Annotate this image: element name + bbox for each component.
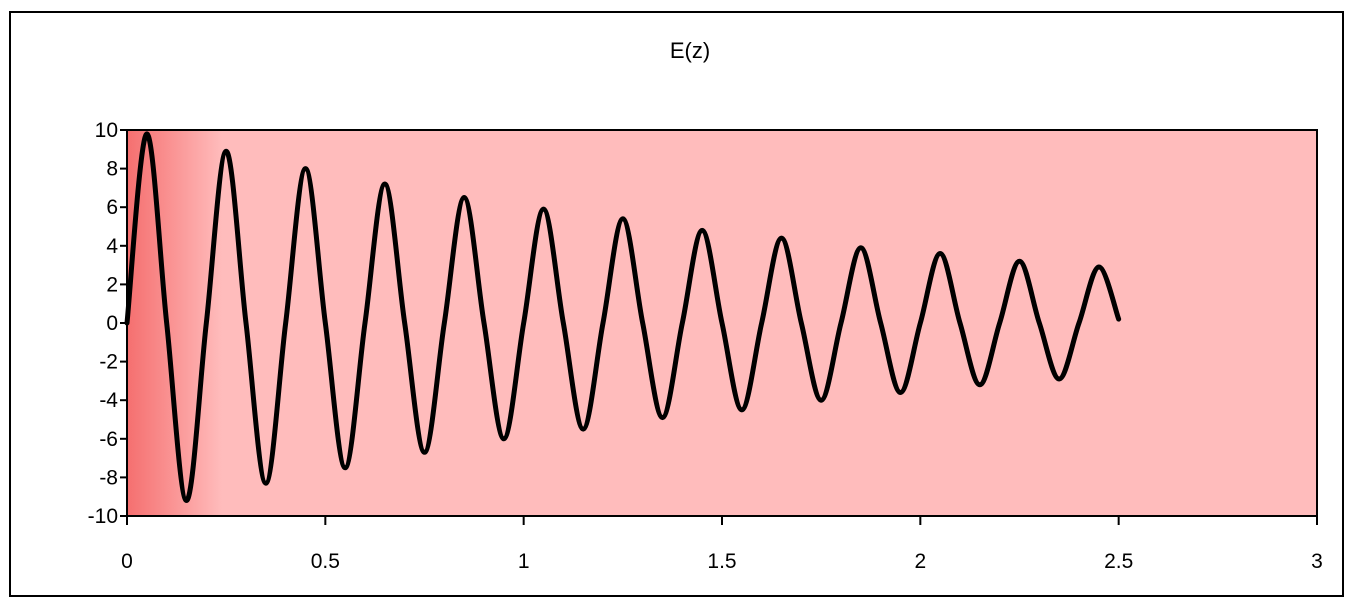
y-tick-label: -10 bbox=[88, 505, 118, 528]
data-point bbox=[601, 321, 605, 325]
data-point bbox=[521, 321, 526, 325]
data-point bbox=[819, 398, 824, 403]
data-point bbox=[224, 149, 229, 154]
y-tick-label: 0 bbox=[106, 312, 118, 335]
data-point bbox=[1096, 265, 1101, 270]
data-point bbox=[680, 321, 685, 325]
y-tick-label: -2 bbox=[99, 351, 118, 374]
y-tick-label: -4 bbox=[99, 389, 118, 412]
data-point bbox=[244, 321, 248, 325]
data-point bbox=[263, 481, 268, 486]
data-point bbox=[660, 415, 665, 420]
x-tick-label: 2 bbox=[914, 550, 926, 573]
data-point bbox=[144, 131, 149, 136]
y-tick-label: 8 bbox=[106, 158, 118, 181]
y-axis: -10 -8 -6 -4 -2 0 2 4 6 8 10 bbox=[88, 119, 127, 528]
data-point bbox=[739, 407, 744, 412]
y-tick-label: -8 bbox=[99, 466, 118, 489]
data-point bbox=[878, 321, 883, 325]
data-point bbox=[164, 321, 169, 325]
y-tick-label: -6 bbox=[99, 428, 118, 451]
y-tick-label: 2 bbox=[106, 273, 118, 296]
data-point bbox=[958, 321, 962, 325]
data-point bbox=[620, 216, 625, 221]
data-point bbox=[323, 321, 328, 325]
y-tick-label: 6 bbox=[106, 196, 118, 219]
data-point bbox=[462, 195, 467, 200]
x-tick-label: 0 bbox=[121, 550, 133, 573]
x-axis: 0 0.5 1 1.5 2 2.5 3 bbox=[121, 516, 1323, 573]
data-point bbox=[898, 390, 903, 395]
data-point bbox=[184, 498, 189, 503]
series-points bbox=[125, 131, 1121, 503]
data-point bbox=[422, 450, 427, 455]
data-point bbox=[799, 321, 804, 325]
chart-title: E(z) bbox=[670, 38, 710, 63]
data-point bbox=[303, 166, 308, 171]
data-point bbox=[1116, 317, 1121, 322]
data-point bbox=[1057, 376, 1062, 381]
x-tick-label: 1 bbox=[518, 550, 530, 573]
data-point bbox=[977, 382, 982, 387]
x-tick-label: 3 bbox=[1311, 550, 1323, 573]
data-point bbox=[125, 321, 129, 325]
data-point bbox=[720, 321, 724, 325]
x-tick-label: 1.5 bbox=[707, 550, 736, 573]
y-tick-label: 10 bbox=[95, 119, 118, 142]
data-point bbox=[343, 465, 348, 470]
data-point bbox=[938, 251, 943, 256]
data-point bbox=[581, 427, 586, 432]
data-point bbox=[1037, 321, 1042, 325]
data-point bbox=[283, 321, 288, 325]
data-point bbox=[482, 321, 486, 325]
data-point bbox=[204, 321, 209, 325]
data-point bbox=[997, 321, 1002, 325]
data-point bbox=[858, 245, 863, 250]
data-point bbox=[839, 321, 843, 325]
data-point bbox=[1017, 259, 1022, 264]
data-point bbox=[363, 321, 367, 325]
data-point bbox=[382, 182, 387, 187]
data-point bbox=[561, 321, 566, 325]
data-point bbox=[402, 321, 407, 325]
x-tick-label: 2.5 bbox=[1104, 550, 1133, 573]
data-point bbox=[501, 436, 506, 441]
x-tick-label: 0.5 bbox=[311, 550, 340, 573]
data-point bbox=[1077, 321, 1081, 325]
data-point bbox=[779, 236, 784, 241]
data-point bbox=[640, 321, 645, 325]
data-point bbox=[700, 228, 705, 233]
data-point bbox=[759, 321, 764, 325]
data-point bbox=[442, 321, 447, 325]
data-point bbox=[918, 321, 923, 325]
y-tick-label: 4 bbox=[106, 235, 118, 258]
data-point bbox=[541, 207, 546, 212]
